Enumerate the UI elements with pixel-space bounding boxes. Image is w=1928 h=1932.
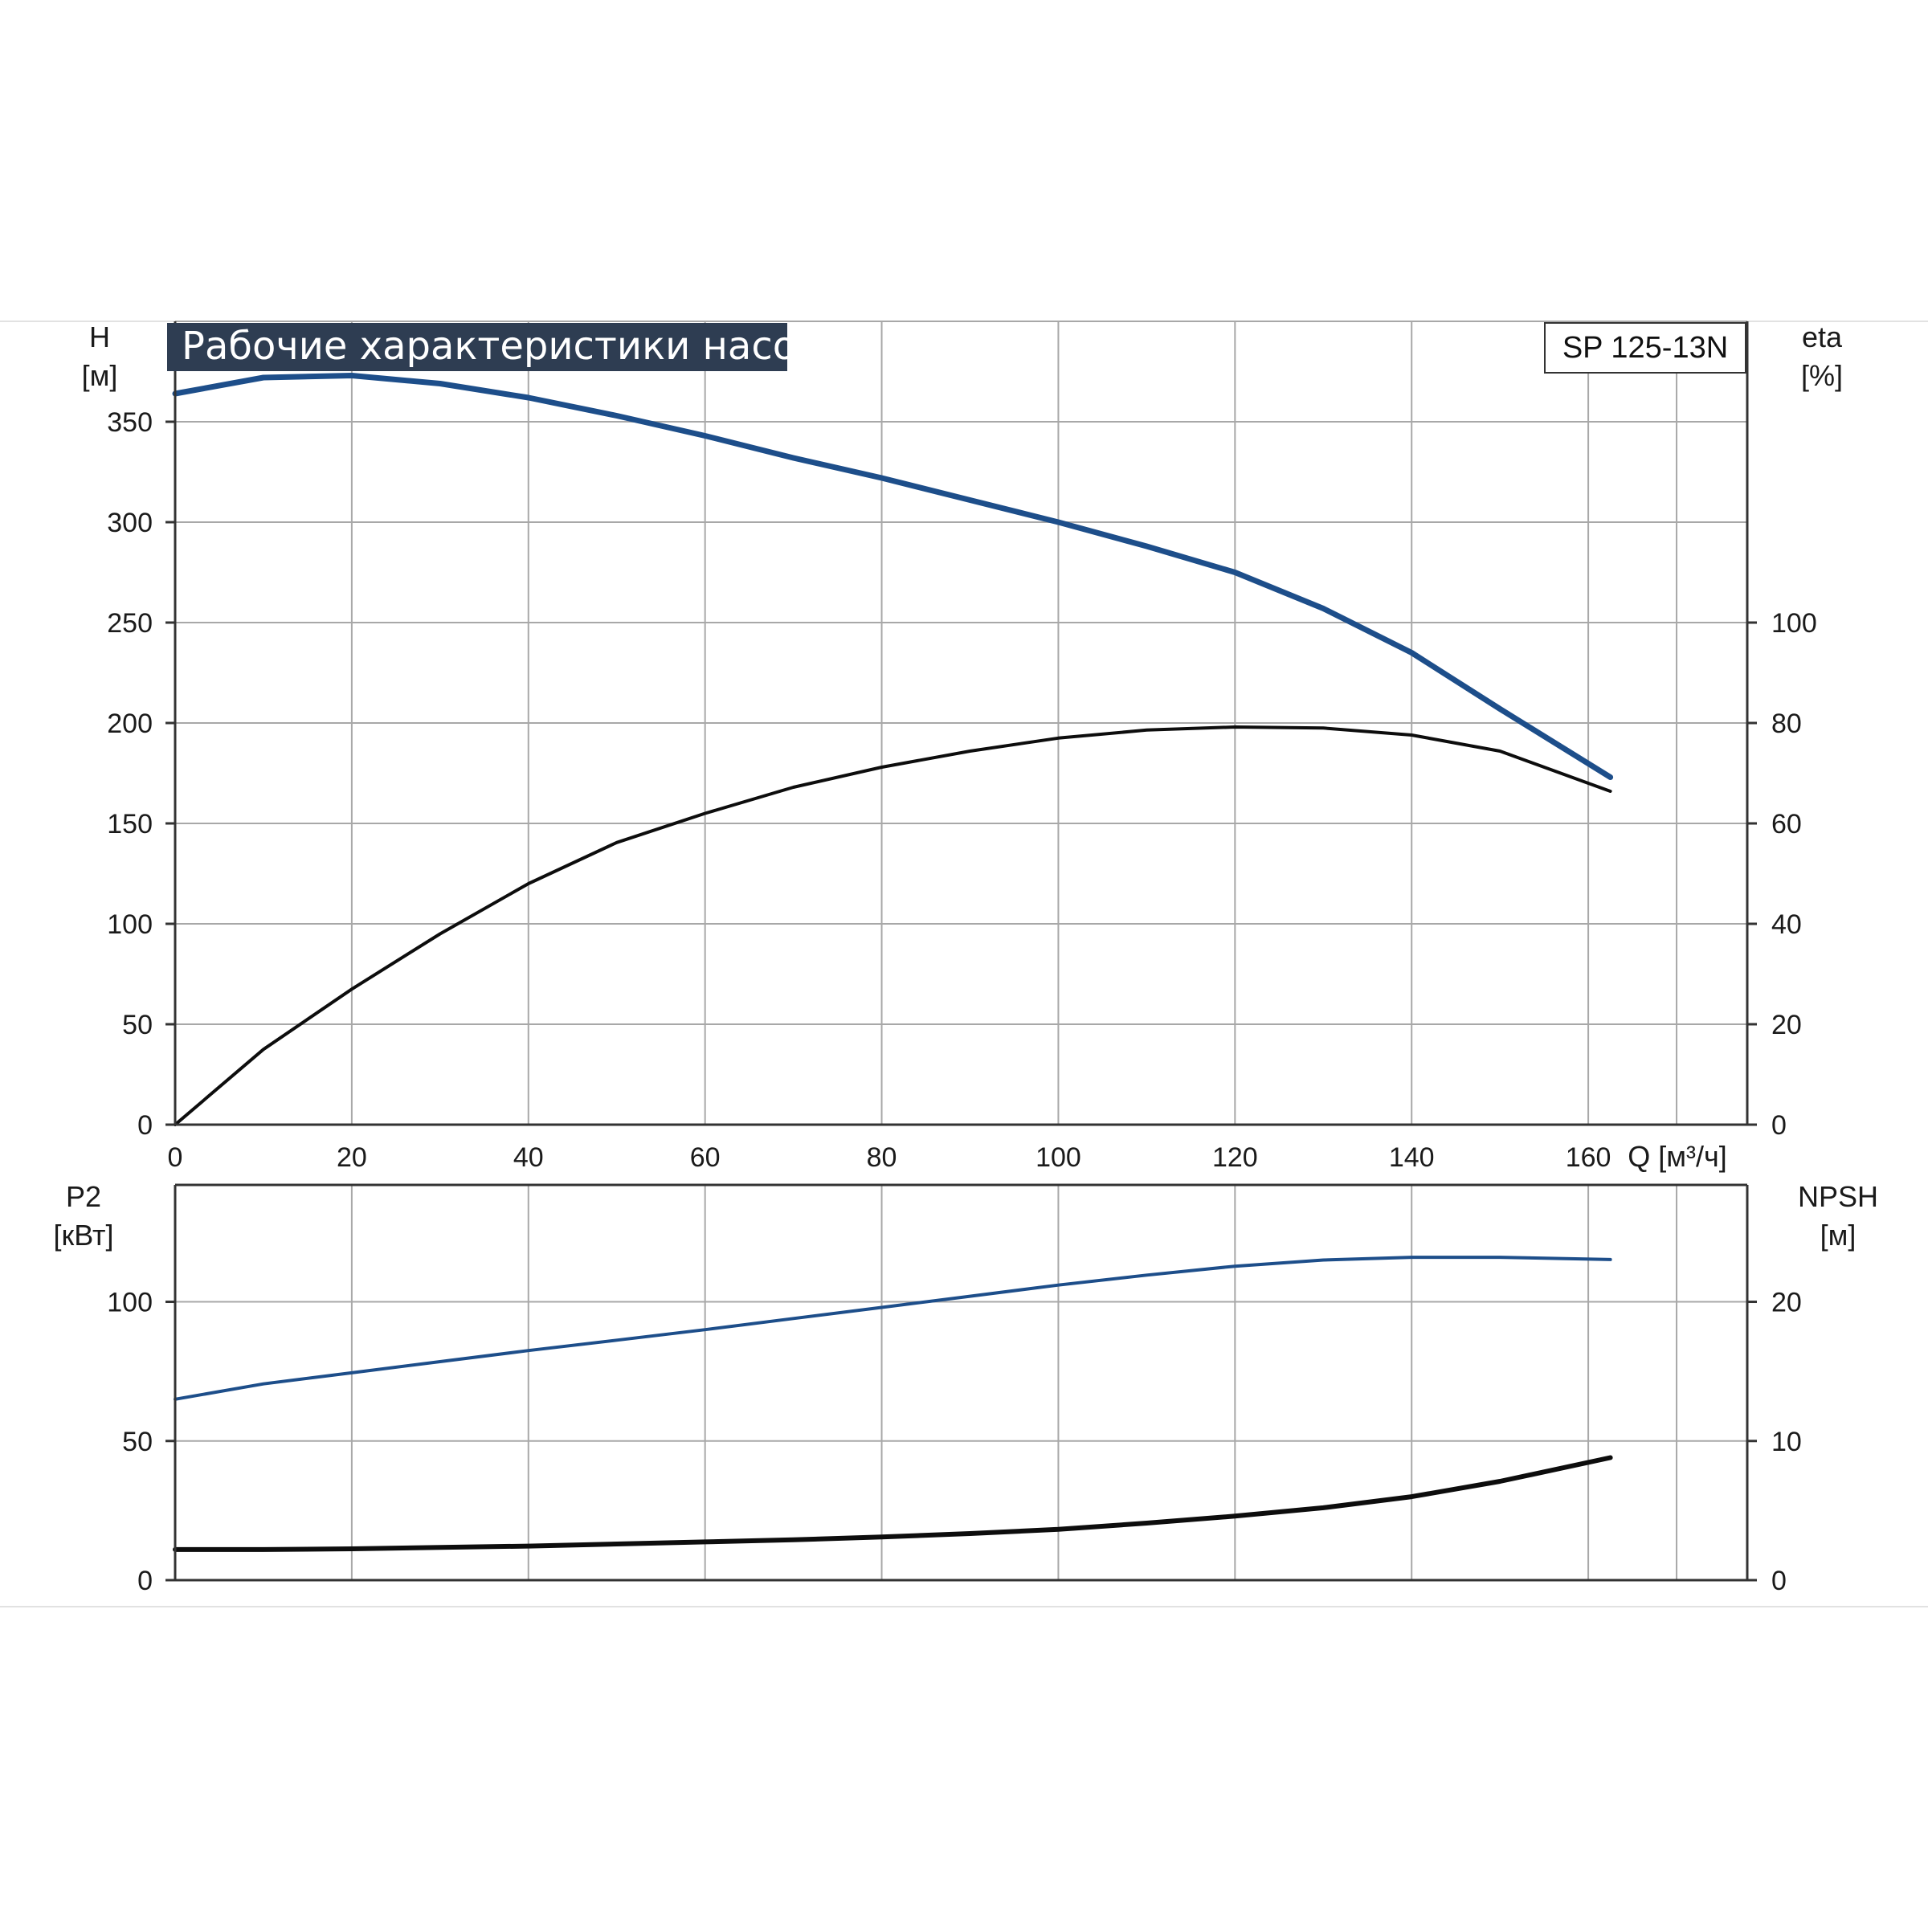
upper-right-tick-label: 100	[1771, 608, 1817, 639]
upper-right-axis-title: eta	[1802, 321, 1843, 353]
lower-right-axis-title: NPSH	[1798, 1180, 1878, 1213]
upper-left-axis-unit: [м]	[82, 359, 118, 392]
x-axis-title: Q [м³/ч]	[1628, 1140, 1727, 1173]
upper-left-tick-label: 50	[122, 1010, 153, 1040]
x-tick-label: 160	[1566, 1142, 1611, 1173]
x-tick-label: 20	[337, 1142, 367, 1173]
upper-left-axis-title: H	[89, 321, 110, 353]
upper-right-axis-unit: [%]	[1801, 359, 1843, 392]
upper-right-tick-label: 60	[1771, 809, 1802, 839]
axes-layer	[165, 321, 1757, 1582]
lower-series-1-line	[173, 1455, 1613, 1552]
lower-right-tick-label: 10	[1771, 1427, 1802, 1457]
upper-series-0-line	[172, 373, 1614, 780]
model-label: SP 125-13N	[1562, 331, 1728, 365]
lower-left-axis-title: P2	[66, 1180, 101, 1213]
upper-right-tick-label: 40	[1771, 909, 1802, 940]
x-tick-label: 120	[1212, 1142, 1258, 1173]
upper-grid	[175, 321, 1747, 1125]
lower-left-tick-label: 50	[122, 1427, 153, 1457]
upper-right-tick-label: 20	[1771, 1010, 1802, 1040]
x-tick-label: 0	[168, 1142, 183, 1173]
lower-series-0-line	[174, 1256, 1612, 1401]
x-tick-label: 140	[1389, 1142, 1435, 1173]
lower-grid	[175, 1185, 1747, 1580]
upper-right-tick-label: 0	[1771, 1110, 1787, 1141]
lower-left-axis-unit: [кВт]	[53, 1219, 113, 1252]
series-layer	[172, 373, 1614, 1552]
lower-right-axis-unit: [м]	[1820, 1219, 1857, 1252]
x-tick-label: 80	[867, 1142, 897, 1173]
x-tick-label: 100	[1035, 1142, 1081, 1173]
upper-left-tick-label: 350	[107, 407, 153, 438]
upper-right-tick-label: 80	[1771, 709, 1802, 739]
lower-right-tick-label: 20	[1771, 1288, 1802, 1318]
upper-series-1-line	[174, 725, 1612, 1126]
x-tick-label: 40	[513, 1142, 544, 1173]
upper-left-tick-label: 300	[107, 508, 153, 538]
upper-left-tick-label: 250	[107, 608, 153, 639]
upper-left-tick-label: 200	[107, 709, 153, 739]
lower-left-tick-label: 100	[107, 1288, 153, 1318]
upper-left-tick-label: 0	[137, 1110, 153, 1141]
title-box	[167, 323, 787, 371]
x-tick-label: 60	[690, 1142, 721, 1173]
upper-left-tick-label: 150	[107, 809, 153, 839]
model-box	[1544, 322, 1746, 374]
lower-left-tick-label: 0	[137, 1566, 153, 1596]
lower-right-tick-label: 0	[1771, 1566, 1787, 1596]
upper-left-tick-label: 100	[107, 909, 153, 940]
chart-title: Рабочие характеристики насоса	[182, 324, 841, 369]
